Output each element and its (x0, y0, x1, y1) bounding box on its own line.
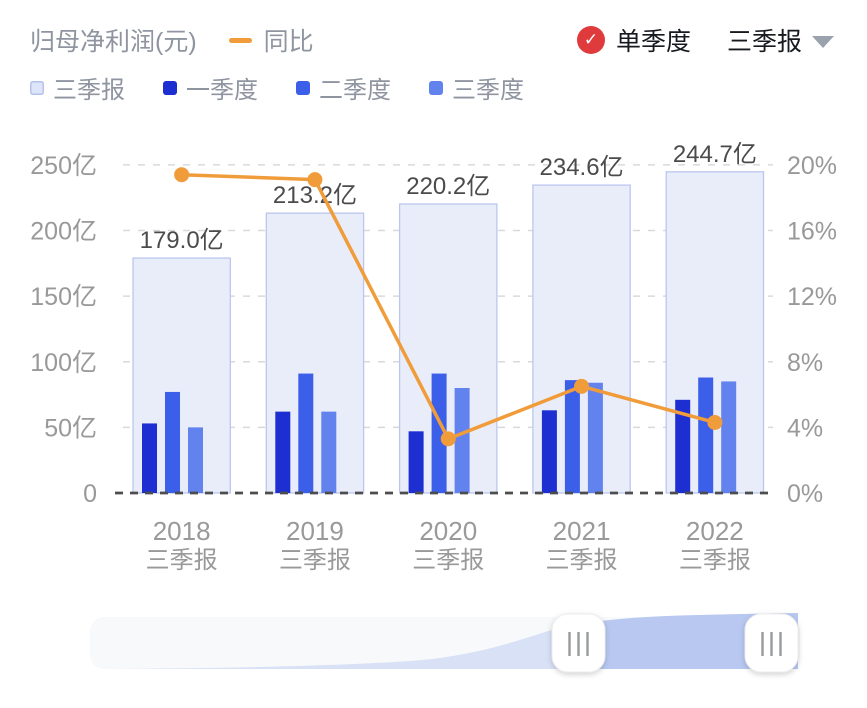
yoy-point-2018[interactable] (174, 167, 190, 183)
x-axis-year-label: 2020 (419, 516, 477, 546)
line-swatch-icon (228, 37, 252, 43)
yoy-point-2019[interactable] (307, 172, 323, 188)
chart-header: 归母净利润(元) 同比 ✓ 单季度 三季报 (30, 22, 834, 58)
x-axis-period-label: 三季报 (279, 547, 351, 574)
legend-item-3[interactable]: 二季度 (296, 70, 391, 105)
x-axis-period-label: 三季报 (146, 547, 218, 574)
bar-q1-2020 (408, 431, 424, 493)
x-axis-year-label: 2022 (686, 516, 744, 546)
legend-label: 一季度 (186, 77, 258, 104)
report-period-value: 三季报 (726, 28, 802, 56)
y-axis-right-label: 16% (787, 218, 837, 246)
bar-q2-2019 (298, 373, 314, 493)
bar-q3-2020 (454, 388, 470, 493)
legend-swatch-icon (30, 80, 44, 95)
y-axis-right-label: 12% (787, 283, 837, 311)
x-axis-period-label: 三季报 (679, 547, 751, 574)
y-axis-left-label: 0 (83, 480, 97, 508)
yoy-point-2022[interactable] (707, 414, 723, 430)
y-axis-right-label: 20% (787, 152, 837, 180)
bar-q3-2019 (321, 411, 337, 493)
y-axis-right-label: 8% (787, 349, 823, 377)
yoy-point-2020[interactable] (440, 431, 456, 447)
bar-q1-2022 (675, 399, 691, 493)
bar-q3-2021 (587, 382, 603, 493)
y-axis-left-label: 200亿 (30, 218, 97, 246)
check-icon: ✓ (576, 26, 605, 54)
report-period-dropdown[interactable]: 三季报 (727, 22, 834, 58)
header-right: ✓ 单季度 三季报 (576, 22, 834, 58)
x-axis-year-label: 2018 (153, 516, 211, 546)
data-zoom-window[interactable] (96, 613, 798, 669)
x-axis-year-label: 2021 (553, 516, 611, 546)
single-quarter-toggle[interactable]: ✓ 单季度 (576, 22, 691, 58)
bar-q1-2018 (142, 423, 157, 493)
bar-value-label: 234.6亿 (540, 154, 624, 181)
header-left: 归母净利润(元) 同比 (30, 22, 314, 58)
single-quarter-label: 单季度 (615, 28, 691, 56)
y-axis-left-label: 100亿 (30, 349, 97, 377)
legend-item-2[interactable]: 一季度 (163, 70, 258, 105)
bar-q3-2022 (721, 381, 737, 493)
legend-swatch-icon (163, 80, 177, 95)
x-axis-period-label: 三季报 (546, 547, 618, 574)
legend-swatch-icon (296, 80, 310, 95)
bar-q2-2021 (564, 380, 580, 493)
legend-item-1[interactable]: 三季报 (30, 70, 125, 105)
x-axis-year-label: 2019 (286, 516, 344, 546)
y-axis-left-label: 150亿 (30, 283, 97, 311)
caret-down-icon (812, 35, 834, 48)
y-axis-left-label: 250亿 (30, 152, 97, 180)
bar-q2-2018 (165, 391, 180, 493)
y-axis-left-label: 50亿 (44, 414, 97, 442)
legend-label: 三季报 (53, 77, 125, 104)
chart-legend: 三季报 一季度 二季度 三季度 (30, 70, 524, 105)
bar-q2-2020 (431, 373, 447, 493)
x-axis-period-label: 三季报 (412, 547, 484, 574)
bar-value-label: 220.2亿 (406, 173, 490, 200)
legend-label: 三季度 (452, 77, 524, 104)
bar-q1-2021 (541, 410, 557, 493)
y-axis-right-label: 4% (787, 414, 823, 442)
yoy-legend-label: 同比 (263, 28, 314, 56)
legend-swatch-icon (429, 80, 443, 95)
bar-value-label: 179.0亿 (140, 227, 224, 254)
data-zoom-right-handle[interactable] (744, 613, 799, 673)
chart-title: 归母净利润(元) (30, 28, 197, 56)
yoy-point-2021[interactable] (574, 378, 590, 394)
bar-q3-2018 (188, 427, 203, 493)
legend-item-4[interactable]: 三季度 (429, 70, 524, 105)
data-zoom-left-handle[interactable] (551, 613, 606, 673)
bar-q1-2019 (275, 411, 291, 493)
legend-label: 二季度 (319, 77, 391, 104)
bar-q2-2022 (698, 377, 714, 493)
bar-value-label: 244.7亿 (673, 141, 757, 168)
y-axis-right-label: 0% (787, 480, 823, 508)
yoy-legend-item[interactable]: 同比 (228, 22, 314, 58)
